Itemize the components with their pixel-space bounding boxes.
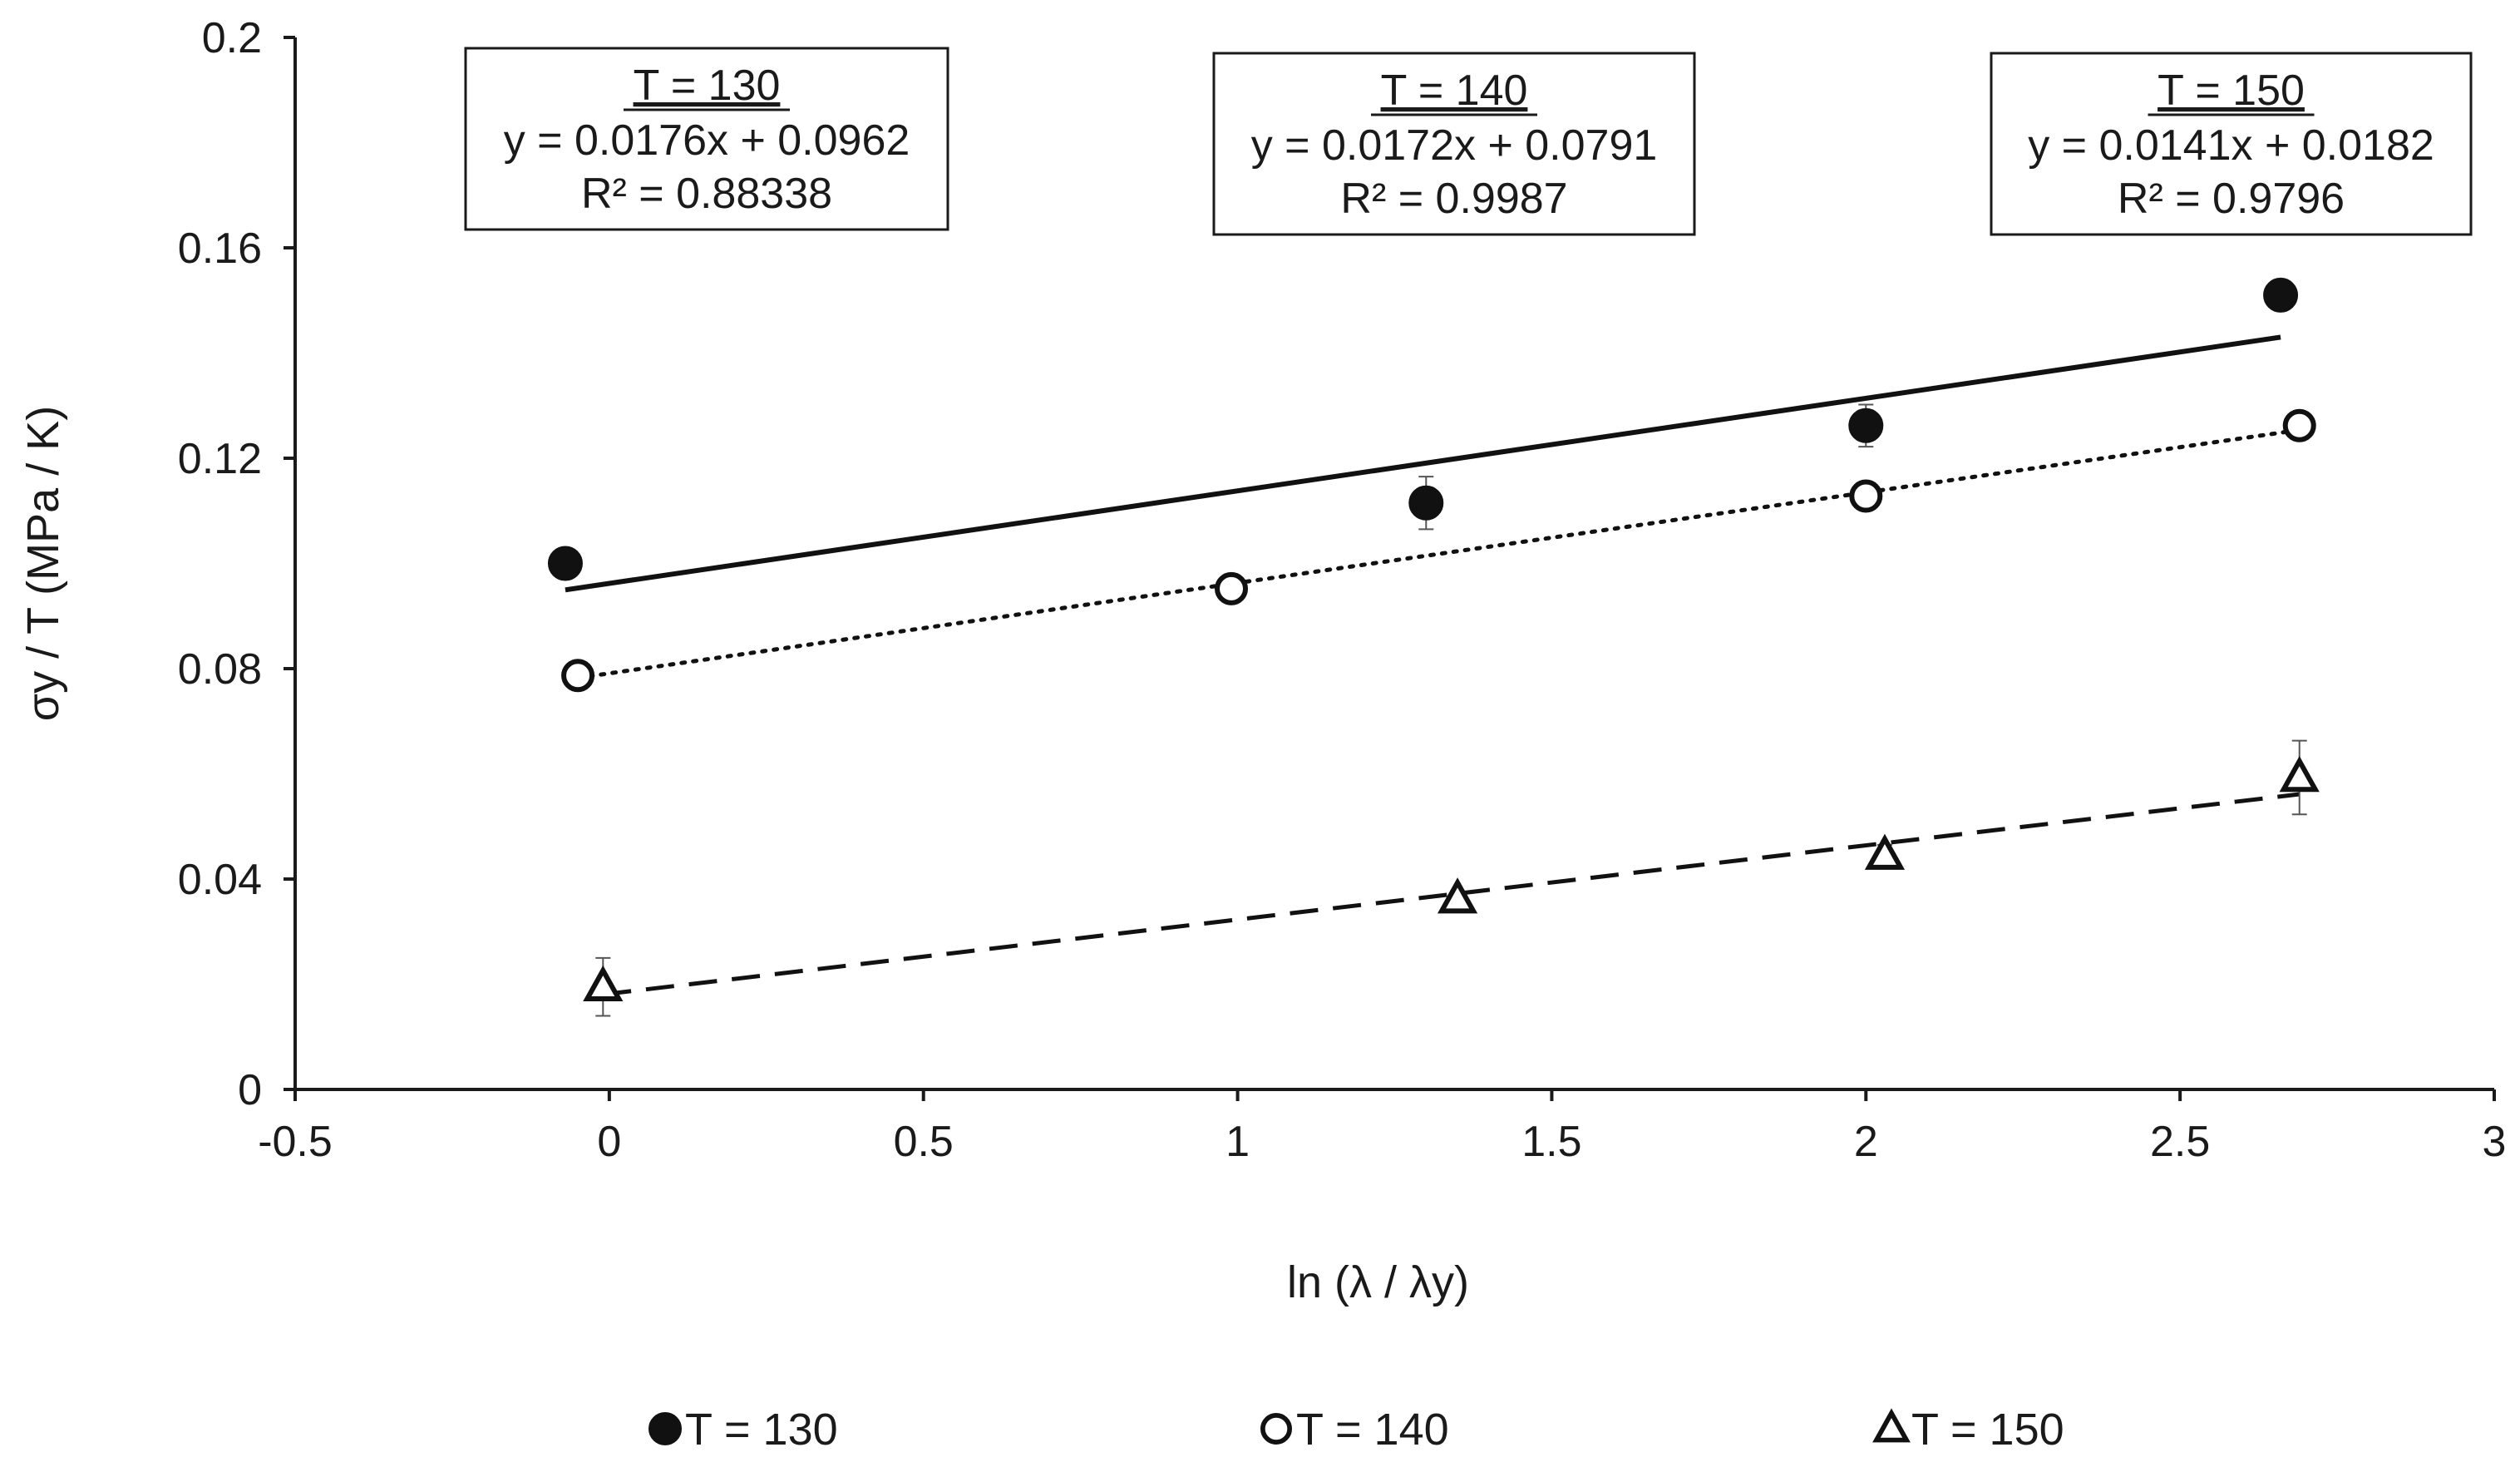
- trendline-equation: y = 0.0176x + 0.0962: [504, 116, 910, 165]
- trendline-equation: y = 0.0141x + 0.0182: [2028, 121, 2434, 170]
- data-point-marker: [648, 1412, 682, 1445]
- y-axis-title: σy / T (MPa / K): [18, 406, 68, 721]
- x-tick-label: 3: [2483, 1118, 2507, 1166]
- axes: 00.040.080.120.160.2-0.5 0 0.5 1 1.5 2 2.5 3ln …: [18, 14, 2506, 1307]
- data-point-marker: [1408, 485, 1444, 521]
- x-tick-label: 1: [1225, 1118, 1250, 1166]
- y-tick-label: 0: [238, 1066, 262, 1114]
- y-tick-label: 0.2: [202, 14, 262, 62]
- trendline-equation: y = 0.0172x + 0.0791: [1251, 121, 1658, 170]
- data-point-marker: [2263, 277, 2299, 313]
- x-tick-label: 0.5: [894, 1118, 954, 1166]
- trendline-r-squared: R² = 0.88338: [581, 170, 832, 218]
- x-axis-title: ln (λ / λy): [1287, 1257, 1469, 1307]
- label-box-frame: [1212, 52, 1696, 236]
- legend-label: T = 150: [1911, 1405, 2064, 1455]
- label-box-frame: [1990, 52, 2473, 236]
- y-tick-label: 0.16: [178, 225, 262, 273]
- trendline-label-box: T = 140 y = 0.0172x + 0.0791 R² = 0.9987: [1212, 52, 1696, 236]
- trendline-r-squared: R² = 0.9987: [1340, 175, 1567, 223]
- legend-label: T = 140: [1296, 1405, 1449, 1455]
- y-tick-label: 0.08: [178, 645, 262, 694]
- data-point-marker: [1849, 479, 1883, 513]
- trendline-solid: [565, 334, 2281, 593]
- x-tick-label: 0: [597, 1118, 621, 1166]
- data-point-marker: [2282, 408, 2316, 442]
- trendline-dotted: [575, 427, 2302, 680]
- trendline-label-box: T = 150 y = 0.0141x + 0.0182 R² = 0.9796: [1990, 52, 2473, 236]
- trendlines: [565, 334, 2302, 997]
- trendline-dashed: [603, 792, 2301, 997]
- legend-label: T = 130: [685, 1405, 838, 1455]
- legend-item: T = 150: [1872, 1405, 2064, 1455]
- trendline-title: T = 150: [2158, 67, 2305, 115]
- trendline-r-squared: R² = 0.9796: [2118, 175, 2345, 223]
- x-tick-label: -0.5: [258, 1118, 333, 1166]
- data-point-marker: [1260, 1412, 1292, 1445]
- trendline-title: T = 140: [1381, 67, 1528, 115]
- data-point-marker: [561, 659, 595, 693]
- x-tick-label: 1.5: [1521, 1118, 1581, 1166]
- data-point-marker: [547, 546, 583, 581]
- legend-item: T = 130: [648, 1405, 838, 1455]
- trendline-label-box: T = 130 y = 0.0176x + 0.0962 R² = 0.88338: [464, 47, 949, 231]
- data-points: [547, 277, 2320, 1001]
- x-tick-label: 2: [1854, 1118, 1878, 1166]
- y-tick-label: 0.04: [178, 856, 262, 904]
- x-tick-label: 2.5: [2150, 1118, 2210, 1166]
- data-point-marker: [583, 965, 624, 1001]
- legend-item: T = 140: [1260, 1405, 1449, 1455]
- y-tick-label: 0.12: [178, 435, 262, 483]
- data-point-marker: [1848, 408, 1884, 443]
- data-point-marker: [1872, 1408, 1911, 1443]
- trendline-title: T = 130: [634, 62, 781, 110]
- error-bars: [557, 286, 2307, 1017]
- data-point-marker: [1437, 877, 1478, 914]
- legend: T = 130 T = 140 T = 150: [648, 1405, 2064, 1455]
- data-point-marker: [1215, 571, 1249, 605]
- label-box-frame: [464, 47, 949, 231]
- data-point-marker: [2279, 756, 2320, 793]
- data-point-marker: [1864, 833, 1906, 870]
